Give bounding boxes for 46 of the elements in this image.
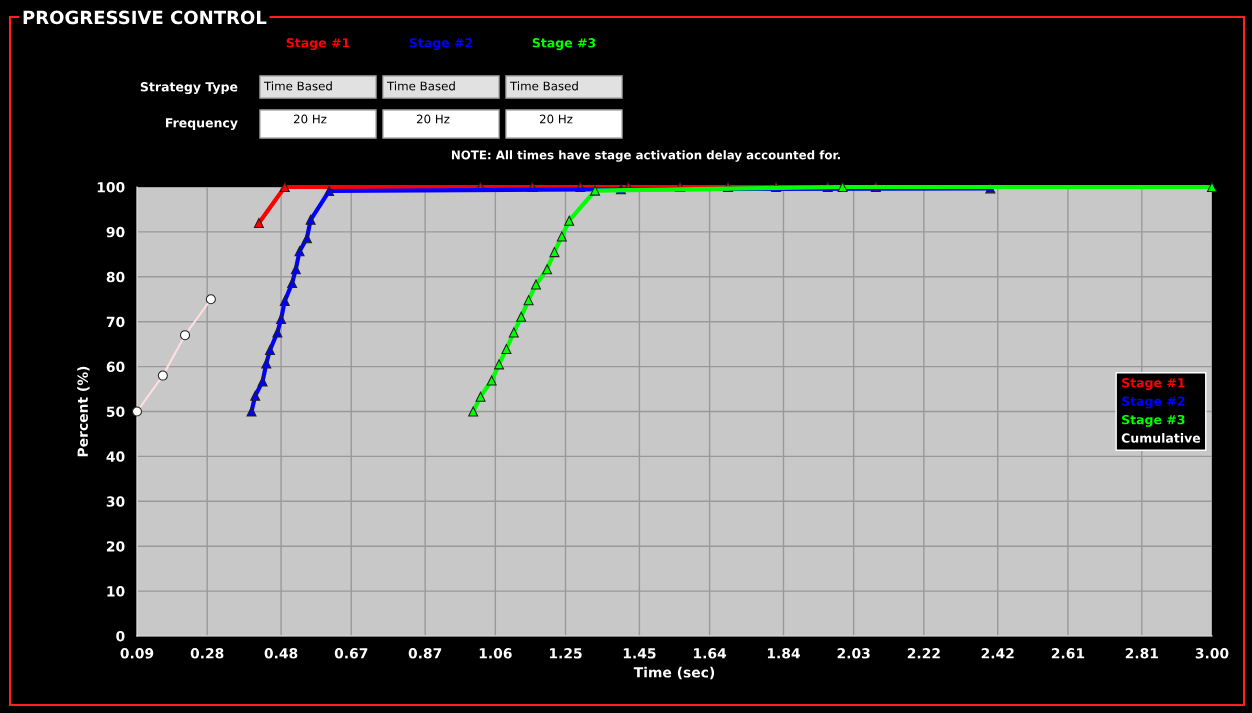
x-tick-label: 0.28 [190, 648, 224, 659]
text: Time Based [386, 81, 455, 91]
y-tick-label: 80 [106, 271, 125, 283]
y-tick-label: 20 [106, 541, 125, 552]
text: Stage #2 [409, 38, 473, 51]
text: Time Based [263, 81, 332, 91]
x-tick-label: 1.25 [549, 648, 582, 659]
text: Frequency [165, 118, 238, 131]
text: 20 Hz [539, 114, 573, 124]
text: Stage #3 [1122, 414, 1185, 427]
text: Time Based [509, 81, 578, 91]
text: 20 Hz [293, 114, 327, 124]
x-tick-label: 0.09 [120, 648, 154, 659]
x-tick-label: 2.03 [837, 648, 870, 659]
y-tick-label: 60 [106, 361, 125, 373]
text: Stage #2 [1122, 396, 1185, 409]
y-tick-label: 50 [106, 406, 125, 417]
x-tick-label: 0.48 [264, 648, 298, 659]
text: Cumulative [1121, 433, 1201, 443]
x-tick-label: 1.64 [694, 648, 727, 659]
y-axis-title: Percent (%) [77, 366, 90, 457]
x-tick-label: 1.84 [767, 648, 800, 659]
x-tick-label: 2.42 [981, 648, 1014, 659]
y-tick-label: 0 [116, 630, 125, 642]
chart-title: PROGRESSIVE CONTROL [23, 10, 267, 25]
x-tick-label: 2.61 [1051, 648, 1085, 659]
text: Strategy Type [140, 82, 238, 95]
y-tick-label: 90 [106, 226, 125, 238]
x-tick-label: 2.81 [1125, 648, 1158, 659]
x-tick-label: 1.06 [479, 648, 512, 659]
y-tick-label: 40 [106, 451, 125, 462]
x-tick-label: 2.22 [907, 648, 940, 659]
text: Stage #3 [532, 38, 596, 51]
y-tick-label: 100 [97, 181, 125, 193]
text: Stage #1 [286, 38, 350, 51]
text: NOTE: All times have stage activation delay accounted for. [451, 150, 840, 162]
x-tick-label: 1.45 [623, 648, 656, 659]
x-axis-title: Time (sec) [633, 666, 715, 680]
y-tick-label: 30 [106, 496, 125, 507]
x-tick-label: 0.67 [334, 648, 368, 659]
y-tick-label: 10 [107, 586, 125, 597]
text: Stage #1 [1122, 378, 1185, 390]
y-tick-label: 70 [106, 316, 125, 328]
x-tick-label: 3.00 [1195, 648, 1229, 659]
x-tick-label: 0.87 [408, 648, 442, 659]
text: 20 Hz [416, 114, 450, 124]
